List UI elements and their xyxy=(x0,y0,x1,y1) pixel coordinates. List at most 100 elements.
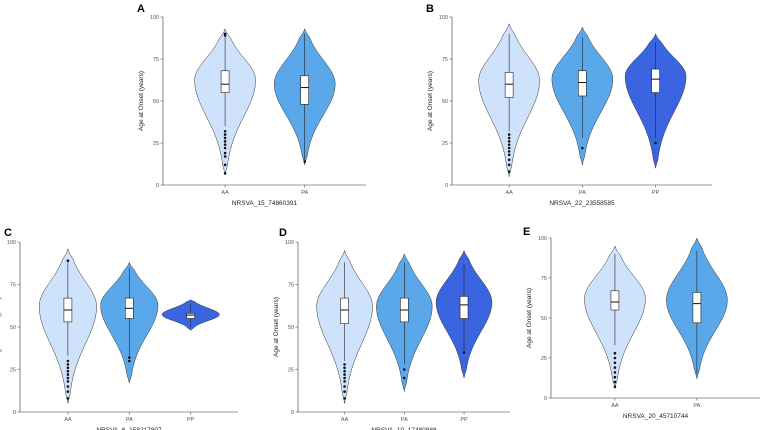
box-aa xyxy=(504,72,514,98)
y-tick-label: 25 xyxy=(442,141,448,147)
box-aa xyxy=(610,290,620,311)
outlier-point xyxy=(343,363,346,366)
panel-letter: D xyxy=(279,227,287,239)
outlier-point xyxy=(613,385,617,389)
outlier-point xyxy=(507,158,511,162)
x-tick-label: PA xyxy=(301,190,308,196)
y-tick-label: 100 xyxy=(538,236,547,242)
y-tick-label: 50 xyxy=(442,99,448,105)
outlier-point xyxy=(128,359,131,363)
outlier-point xyxy=(66,366,70,370)
x-axis-title: NRSVA_20_45710744 xyxy=(623,413,689,420)
box-aa xyxy=(220,70,230,93)
outlier-point xyxy=(66,397,70,400)
outlier-point xyxy=(613,366,617,369)
x-tick-label: PA xyxy=(693,403,700,409)
y-tick-label: 50 xyxy=(541,316,547,322)
outlier-point xyxy=(654,141,657,145)
x-tick-label: AA xyxy=(505,190,513,196)
x-tick-label: AA xyxy=(64,417,72,423)
outlier-point xyxy=(613,356,617,360)
outlier-point xyxy=(613,351,617,355)
outlier-point xyxy=(507,133,511,136)
y-axis-title: Age at Onset (years) xyxy=(427,71,434,131)
outlier-point xyxy=(66,373,70,376)
outlier-point xyxy=(343,366,346,370)
x-tick-label: PP xyxy=(652,190,660,196)
outlier-point xyxy=(581,146,584,150)
y-tick-label: 0 xyxy=(291,410,294,416)
outlier-point xyxy=(128,356,131,359)
x-axis-title: NRSVA_22_23558585 xyxy=(549,200,615,207)
outlier-point xyxy=(613,375,617,379)
y-tick-label: 0 xyxy=(445,183,448,189)
outlier-point xyxy=(66,380,70,383)
panel-b: B 0 25 50 75 100 Age at Onset (years) NRSVA_22_… xyxy=(426,3,712,207)
outlier-point xyxy=(66,390,70,393)
x-axis-title: NRSVA_10_17480888 xyxy=(371,427,437,430)
box-aa xyxy=(340,297,349,324)
y-tick-label: 25 xyxy=(541,356,547,362)
outlier-point xyxy=(223,140,227,143)
x-tick-label: AA xyxy=(221,190,229,196)
y-tick-label: 50 xyxy=(288,325,294,331)
y-tick-label: 0 xyxy=(544,396,547,402)
panel-letter: A xyxy=(137,3,145,15)
outlier-point xyxy=(462,351,466,354)
outlier-point xyxy=(613,380,617,384)
panel-letter: C xyxy=(4,227,12,239)
outlier-point xyxy=(507,136,511,140)
y-tick-label: 75 xyxy=(442,57,448,63)
x-tick-label: PP xyxy=(187,417,195,423)
outlier-point xyxy=(223,136,227,140)
outlier-point xyxy=(402,368,406,371)
panel-a: A 0 25 50 75 100 Age at Onset (years) NRSVA_15_… xyxy=(137,3,366,207)
panel-c: C 0 25 50 75 100 Age at Onset (years) NRSVA_6_1… xyxy=(0,227,238,430)
y-tick-label: 100 xyxy=(439,15,448,21)
outlier-point xyxy=(223,151,227,155)
y-tick-label: 75 xyxy=(288,283,294,289)
box-pp xyxy=(651,68,660,93)
panel-d: D 0 25 50 75 100 Age at Onset (years) NRSVA_10_… xyxy=(273,227,510,430)
outlier-point xyxy=(343,380,346,383)
outlier-point xyxy=(343,390,346,393)
panel-letter: B xyxy=(426,3,434,15)
outlier-point xyxy=(66,369,70,373)
outlier-point xyxy=(223,146,227,150)
y-axis-title: Age at Onset (years) xyxy=(0,297,2,357)
x-tick-label: PA xyxy=(401,417,408,423)
outlier-point xyxy=(613,371,617,374)
outlier-point xyxy=(66,359,70,363)
outlier-point xyxy=(343,397,346,400)
box-pa xyxy=(578,70,587,97)
outlier-point xyxy=(507,143,511,146)
outlier-point xyxy=(343,376,346,380)
outlier-point xyxy=(507,150,511,153)
x-tick-label: PA xyxy=(579,190,586,196)
y-tick-label: 75 xyxy=(10,283,16,289)
outlier-point xyxy=(402,376,406,380)
y-tick-label: 25 xyxy=(288,368,294,374)
box-pa xyxy=(300,75,310,105)
outlier-point xyxy=(223,129,227,133)
outlier-point xyxy=(66,385,70,388)
outlier-point xyxy=(613,361,617,365)
outlier-point xyxy=(507,163,511,167)
y-tick-label: 50 xyxy=(153,99,159,105)
y-tick-label: 75 xyxy=(541,276,547,282)
box-pp xyxy=(186,313,196,319)
outlier-point xyxy=(66,259,70,263)
box-pa xyxy=(692,292,702,324)
y-tick-label: 75 xyxy=(153,57,159,63)
panel-letter: E xyxy=(523,226,530,238)
outlier-point xyxy=(343,369,346,373)
x-axis-title: NRSVA_6_158217807 xyxy=(96,427,162,430)
y-tick-label: 50 xyxy=(10,325,16,331)
outlier-point xyxy=(223,32,227,36)
y-axis-title: Age at Onset (years) xyxy=(526,288,533,348)
outlier-point xyxy=(507,146,511,150)
outlier-point xyxy=(223,163,227,167)
box-pp xyxy=(459,296,469,319)
x-tick-label: PA xyxy=(126,417,133,423)
